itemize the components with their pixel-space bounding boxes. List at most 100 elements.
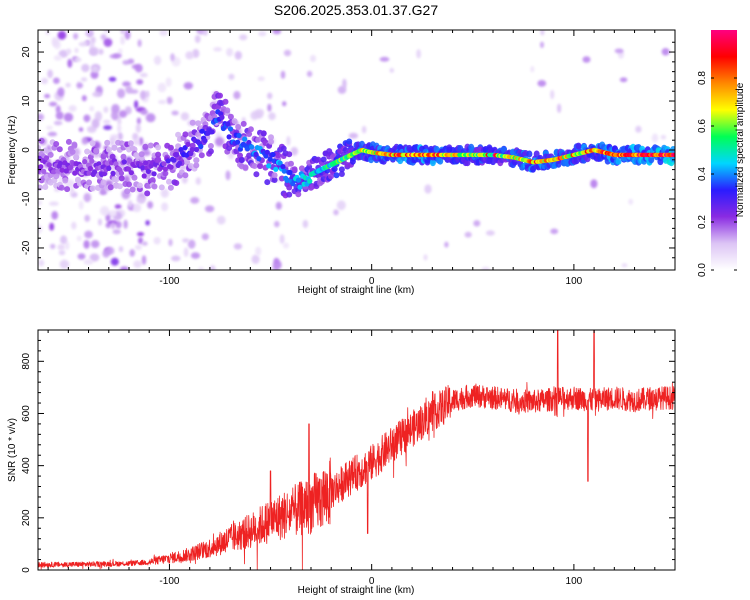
spectrogram-halo-blob: [286, 151, 293, 158]
spectrogram-x-axis-label: Height of straight line (km): [298, 285, 415, 296]
spectrogram-ridge-blob: [287, 169, 293, 176]
spectrogram-ridge-blob: [284, 177, 290, 183]
spectrogram-noise-blob: [190, 252, 201, 259]
spectrogram-noise-blob: [333, 209, 339, 216]
spectrogram-halo-blob: [158, 184, 165, 191]
spectrogram-ridge-blob: [202, 138, 208, 144]
spectrogram-ridge-blob: [46, 162, 52, 168]
spectrogram-noise-blob: [423, 254, 428, 261]
spectrogram-halo-blob: [93, 147, 100, 154]
spectrogram-noise-blob: [38, 200, 43, 206]
spectrogram-noise-blob: [112, 229, 121, 235]
spectrogram-noise-blob: [114, 204, 122, 210]
spectrogram-noise-blob: [361, 125, 367, 134]
spectrogram-noise-blob: [286, 136, 291, 146]
spectrogram-noise-blob: [103, 125, 112, 130]
spectrogram-noise-blob: [118, 48, 123, 54]
spectrogram-noise-blob: [77, 253, 86, 260]
spectrogram-x-tick-label: -100: [159, 276, 179, 287]
snr-panel: -100 0 100 0 200 400 600 800 Height of straight…: [7, 329, 676, 596]
spectrogram-halo-blob: [116, 183, 123, 190]
spectrogram-noise-blob: [530, 66, 535, 73]
spectrogram-halo-blob: [73, 154, 80, 161]
spectrogram-noise-blob: [88, 47, 98, 56]
spectrogram-noise-blob: [153, 237, 161, 245]
spectrogram-noise-blob: [44, 93, 51, 99]
spectrogram-noise-blob: [279, 234, 285, 244]
spectrogram-noise-blob: [153, 55, 162, 65]
spectrogram-noise-blob: [183, 247, 189, 257]
spectrogram-ridge-blob: [249, 144, 255, 150]
spectrogram-noise-blob: [661, 48, 670, 56]
spectrogram-noise-blob: [145, 220, 150, 226]
spectrogram-noise-blob: [651, 133, 659, 143]
snr-y-tick-label: 600: [21, 405, 32, 422]
spectrogram-halo-blob: [100, 179, 107, 186]
spectrogram-noise-blob: [178, 165, 188, 170]
spectrogram-noise-blob: [53, 55, 62, 61]
spectrogram-halo-blob: [346, 138, 353, 145]
spectrogram-ridge-blob: [113, 161, 119, 167]
spectrogram-halo-blob: [107, 184, 114, 191]
spectrogram-ridge-blob: [55, 168, 61, 174]
snr-x-tick-label: -100: [159, 576, 179, 587]
spectrogram-ridge-blob: [140, 165, 146, 171]
spectrogram-noise-blob: [38, 224, 43, 234]
spectrogram-noise-blob: [302, 219, 309, 229]
spectrogram-halo-blob: [193, 162, 200, 169]
spectrogram-noise-blob: [49, 101, 58, 107]
spectrogram-ridge-blob: [168, 164, 174, 170]
spectrogram-noise-blob: [65, 48, 72, 55]
spectrogram-noise-blob: [58, 250, 66, 256]
spectrogram-noise-blob: [141, 255, 147, 265]
spectrogram-ridge-blob: [281, 168, 287, 174]
spectrogram-noise-blob: [635, 125, 642, 133]
spectrogram-halo-blob: [166, 178, 172, 185]
spectrogram-ridge-blob: [155, 157, 161, 163]
colorbar-gradient: [711, 30, 737, 270]
spectrogram-noise-blob: [132, 203, 142, 213]
spectrogram-noise-blob: [63, 112, 74, 122]
spectrogram-halo-blob: [89, 185, 96, 192]
spectrogram-halo-blob: [104, 139, 111, 146]
spectrogram-noise-blob: [540, 30, 545, 36]
spectrogram-x-tick-label: 100: [566, 276, 583, 287]
spectrogram-noise-blob: [136, 117, 141, 125]
spectrogram-noise-blob: [275, 201, 282, 210]
spectrogram-ridge-blob: [242, 136, 248, 142]
spectrogram-noise-blob: [537, 80, 547, 87]
spectrogram-noise-blob: [91, 118, 100, 129]
spectrogram-noise-blob: [57, 244, 65, 251]
spectrogram-noise-blob: [213, 47, 223, 52]
spectrogram-noise-blob: [336, 200, 346, 211]
spectrogram-ridge-blob: [51, 169, 57, 175]
spectrogram-halo-blob: [47, 151, 54, 158]
spectrogram-noise-blob: [166, 96, 173, 105]
spectrogram-halo-blob: [222, 98, 229, 105]
spectrogram-halo-blob: [338, 166, 345, 173]
spectrogram-noise-blob: [117, 124, 122, 133]
spectrogram-halo-blob: [207, 148, 214, 155]
spectrogram-halo-blob: [240, 120, 247, 127]
spectrogram-noise-blob: [91, 65, 99, 73]
spectrogram-ridge-blob: [672, 152, 675, 158]
spectrogram-noise-blob: [103, 38, 113, 47]
spectrogram-halo-blob: [162, 170, 169, 177]
spectrogram-noise-blob: [621, 263, 628, 268]
spectrogram-noise-blob: [67, 58, 73, 68]
spectrogram-halo-blob: [200, 116, 207, 123]
spectrogram-noise-blob: [134, 100, 139, 109]
spectrogram-noise-blob: [73, 33, 79, 40]
spectrogram-ridge-blob: [188, 150, 194, 157]
spectrogram-noise-blob: [309, 54, 317, 63]
spectrogram-y-tick-label: 0: [21, 147, 32, 153]
spectrogram-noise-blob: [74, 47, 79, 54]
spectrogram-noise-blob: [47, 69, 53, 79]
spectrogram-noise-blob: [225, 170, 231, 181]
spectrogram-x-tick-label: 0: [369, 276, 375, 287]
spectrogram-halo-blob: [288, 160, 294, 167]
spectrogram-noise-blob: [53, 120, 63, 126]
colorbar-ticks: 0.0 0.2 0.4 0.6 0.8: [697, 71, 737, 277]
spectrogram-noise-blob: [109, 209, 117, 217]
